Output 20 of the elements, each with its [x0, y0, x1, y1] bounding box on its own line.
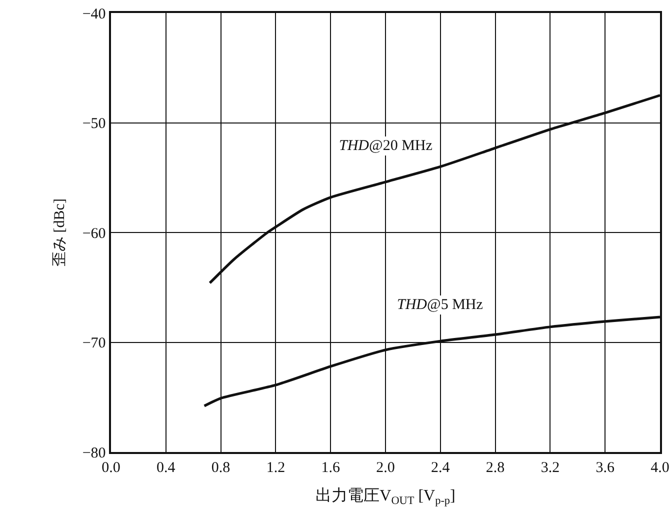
- y-axis-title: 歪み [dBc]: [52, 198, 68, 266]
- y-tick-label: −70: [82, 336, 106, 352]
- x-tick-label: 3.6: [596, 460, 615, 476]
- y-tick-label: −80: [82, 445, 106, 462]
- x-tick-label: 2.0: [376, 460, 395, 476]
- x-tick-label: 2.8: [486, 460, 505, 476]
- x-tick-label: 1.6: [321, 460, 340, 476]
- y-tick-label: −60: [82, 226, 106, 242]
- series-label: THD@20 MHz: [339, 138, 433, 154]
- x-tick-label: 0.8: [211, 460, 230, 476]
- y-tick-label: −50: [82, 116, 106, 132]
- series-label: THD@5 MHz: [397, 297, 484, 313]
- x-tick-label: 1.2: [266, 460, 286, 476]
- x-tick-label: 3.2: [540, 460, 560, 476]
- x-tick-label: 0.0: [102, 460, 120, 476]
- x-tick-label: 4.0: [650, 460, 670, 476]
- x-axis-title: 出力電圧V$_{OUT}$ [V$_{p-p}$]: [316, 486, 456, 507]
- x-tick-label: 0.4: [156, 460, 176, 476]
- y-tick-label: −40: [82, 6, 106, 22]
- x-tick-label: 2.4: [431, 460, 450, 476]
